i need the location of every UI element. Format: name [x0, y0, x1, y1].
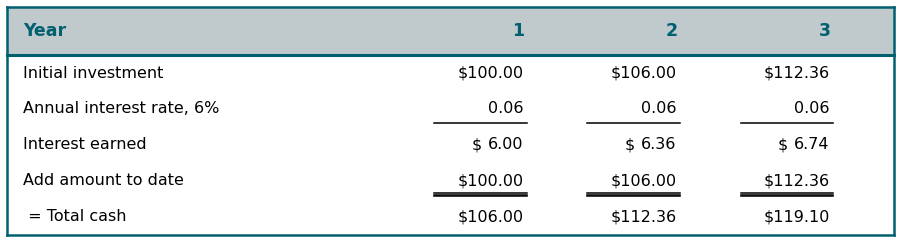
Text: $: $	[624, 137, 634, 152]
Text: 3: 3	[818, 22, 831, 40]
Bar	[7, 55, 894, 235]
Text: Annual interest rate, 6%: Annual interest rate, 6%	[23, 101, 220, 116]
Text: 1: 1	[512, 22, 524, 40]
Text: Year: Year	[23, 22, 67, 40]
Text: Interest earned: Interest earned	[23, 137, 147, 152]
Text: 2: 2	[665, 22, 678, 40]
Text: 6.74: 6.74	[795, 137, 830, 152]
Text: Initial investment: Initial investment	[23, 66, 164, 81]
Text: 6.00: 6.00	[488, 137, 523, 152]
Text: $106.00: $106.00	[458, 209, 523, 224]
Text: = Total cash: = Total cash	[23, 209, 127, 224]
Text: $100.00: $100.00	[458, 66, 523, 81]
Text: $112.36: $112.36	[764, 66, 830, 81]
Text: 0.06: 0.06	[642, 101, 677, 116]
Text: $106.00: $106.00	[611, 173, 677, 188]
Text: 0.06: 0.06	[488, 101, 523, 116]
Text: $100.00: $100.00	[458, 173, 523, 188]
Text: 6.36: 6.36	[642, 137, 677, 152]
Text: $112.36: $112.36	[764, 173, 830, 188]
Text: $119.10: $119.10	[763, 209, 830, 224]
Text: Add amount to date: Add amount to date	[23, 173, 185, 188]
Text: $: $	[471, 137, 481, 152]
Text: $112.36: $112.36	[611, 209, 677, 224]
Text: $106.00: $106.00	[611, 66, 677, 81]
Text: $: $	[778, 137, 787, 152]
Text: 0.06: 0.06	[795, 101, 830, 116]
Bar	[7, 7, 894, 55]
